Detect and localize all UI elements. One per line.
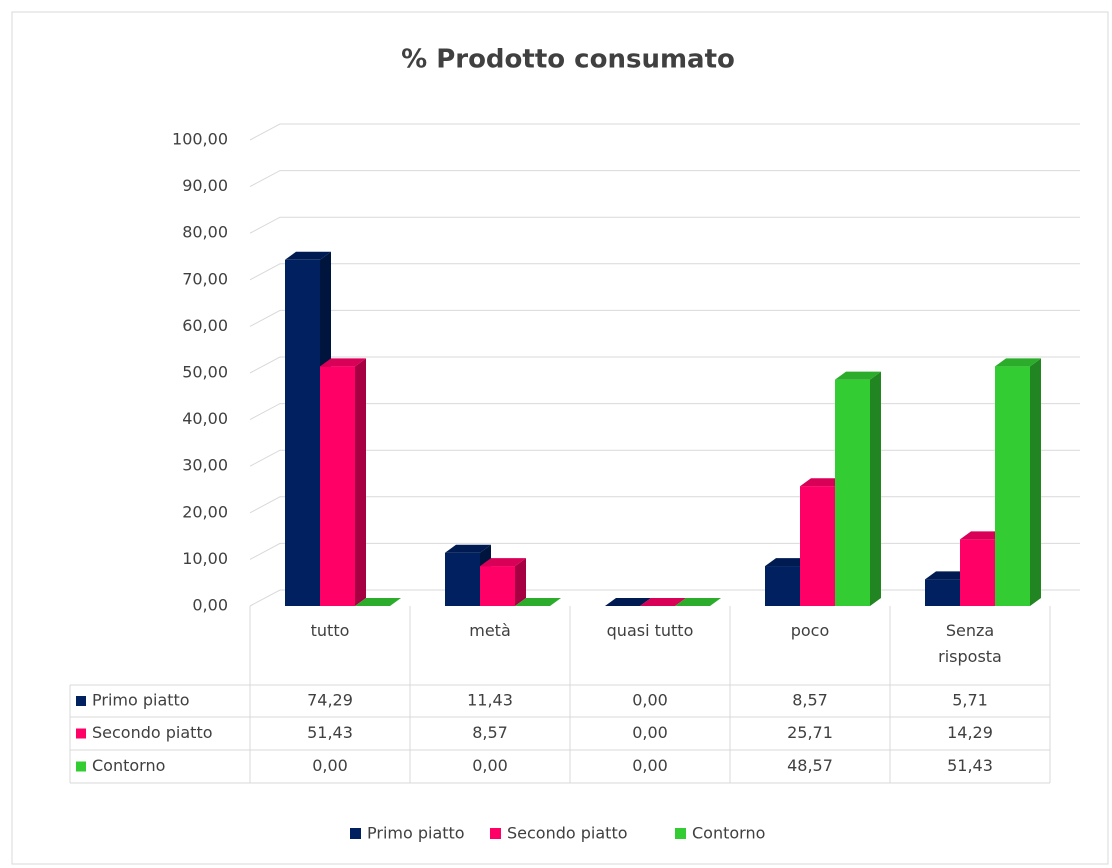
- table-value: 48,57: [787, 756, 833, 775]
- legend-key: [76, 696, 86, 706]
- table-value: 0,00: [632, 691, 668, 710]
- row-label: Secondo piatto: [92, 723, 213, 742]
- y-tick-label: 100,00: [172, 130, 228, 149]
- bar: [355, 598, 401, 606]
- bar-top: [285, 251, 331, 260]
- grid-line: [249, 263, 1080, 281]
- bar-top: [925, 571, 971, 580]
- bar-side: [515, 558, 526, 606]
- legend-key: [350, 828, 361, 839]
- y-tick-label: 50,00: [182, 363, 228, 382]
- bar: [835, 371, 881, 606]
- category-label: metà: [469, 621, 511, 640]
- bar-top: [960, 531, 1006, 540]
- table-value: 74,29: [307, 691, 353, 710]
- row-label: Primo piatto: [92, 691, 190, 710]
- grid-line: [249, 216, 1080, 234]
- y-tick-label: 80,00: [182, 223, 228, 242]
- grid-line: [249, 123, 1080, 141]
- y-tick-label: 0,00: [192, 596, 228, 615]
- bar-top: [835, 371, 881, 380]
- bar-front: [800, 486, 835, 606]
- table-value: 51,43: [307, 723, 353, 742]
- y-tick-label: 40,00: [182, 409, 228, 428]
- chart-title: % Prodotto consumato: [401, 45, 735, 75]
- bar-front: [285, 259, 320, 606]
- category-label: Senza risposta: [938, 621, 1002, 666]
- chart-border: [11, 11, 1109, 865]
- y-tick-label: 30,00: [182, 456, 228, 475]
- table-value: 0,00: [632, 723, 668, 742]
- bar-top: [445, 544, 491, 553]
- legend-label: Secondo piatto: [507, 824, 628, 843]
- legend-key: [675, 828, 686, 839]
- bar-front: [995, 366, 1030, 606]
- grid-line: [249, 449, 1080, 467]
- legend-label: Primo piatto: [367, 824, 465, 843]
- grid-line: [249, 309, 1080, 327]
- table-value: 8,57: [472, 723, 508, 742]
- table-value: 0,00: [472, 756, 508, 775]
- table-value: 0,00: [632, 756, 668, 775]
- legend-key: [76, 761, 86, 772]
- bar: [640, 598, 686, 606]
- bar-front: [480, 566, 515, 606]
- y-tick-label: 60,00: [182, 316, 228, 335]
- table-value: 51,43: [947, 756, 993, 775]
- bar-top: [320, 358, 366, 367]
- y-tick-label: 90,00: [182, 176, 228, 195]
- bar-top: [515, 598, 561, 606]
- bar: [675, 598, 721, 606]
- table-value: 0,00: [312, 756, 348, 775]
- bar-front: [765, 566, 800, 606]
- bar-front: [835, 379, 870, 606]
- bar-side: [1030, 358, 1041, 606]
- bar-top: [800, 478, 846, 487]
- bar-front: [320, 366, 355, 606]
- bar-front: [925, 579, 960, 606]
- bar: [480, 558, 526, 606]
- y-tick-label: 10,00: [182, 549, 228, 568]
- bar: [995, 358, 1041, 606]
- bar-top: [995, 358, 1041, 367]
- table-value: 11,43: [467, 691, 513, 710]
- grid-line: [249, 403, 1080, 421]
- bar: [515, 598, 561, 606]
- y-tick-label: 70,00: [182, 269, 228, 288]
- table-value: 8,57: [792, 691, 828, 710]
- grid-line: [249, 170, 1080, 188]
- table-value: 5,71: [952, 691, 988, 710]
- grid-line: [249, 356, 1080, 374]
- bar-top: [480, 558, 526, 567]
- table-value: 25,71: [787, 723, 833, 742]
- bar-top: [765, 558, 811, 567]
- bar-front: [960, 539, 995, 606]
- row-label: Contorno: [92, 756, 165, 775]
- category-label: quasi tutto: [606, 621, 694, 640]
- bar: [320, 358, 366, 606]
- table-value: 14,29: [947, 723, 993, 742]
- bar-top: [605, 598, 651, 606]
- category-label: tutto: [310, 621, 350, 640]
- bar-top: [640, 598, 686, 606]
- legend-key: [490, 828, 501, 839]
- y-tick-label: 20,00: [182, 502, 228, 521]
- category-label: poco: [790, 621, 830, 640]
- legend-key: [76, 728, 86, 739]
- bar-front: [445, 552, 480, 606]
- bar-side: [870, 371, 881, 606]
- legend-label: Contorno: [692, 824, 765, 843]
- bar-top: [675, 598, 721, 606]
- bar-top: [355, 598, 401, 606]
- bar: [605, 598, 651, 606]
- bar-side: [355, 358, 366, 606]
